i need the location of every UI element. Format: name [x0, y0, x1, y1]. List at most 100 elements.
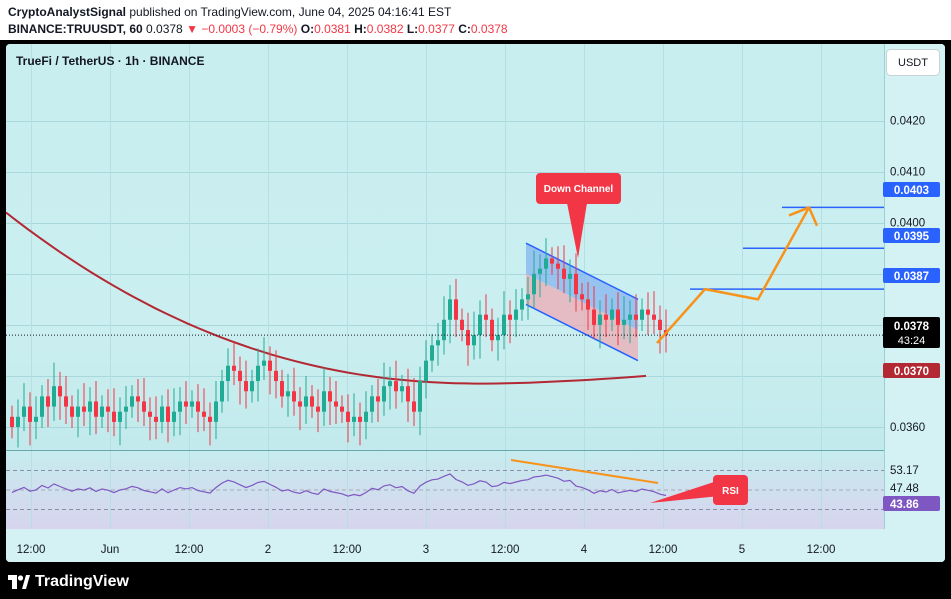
close-value: 0.0378	[470, 22, 508, 36]
candle-body-up	[34, 416, 38, 422]
candle-body-down	[616, 309, 620, 325]
candle-body-up	[568, 273, 572, 279]
level-0387-badge	[883, 268, 940, 283]
down-channel-badge	[536, 173, 621, 204]
candle-body-up	[538, 268, 542, 274]
candle-body-down	[238, 370, 242, 382]
candle-body-down	[82, 406, 86, 412]
low-value: 0.0377	[418, 22, 455, 36]
level-0403-badge	[883, 182, 940, 197]
candle-body-up	[286, 391, 290, 397]
change-value: −0.0003 (−0.79%)	[201, 22, 298, 36]
candle-body-up	[388, 381, 392, 387]
price-tick-label: 0.0400	[890, 218, 925, 230]
candle-body-up	[16, 416, 20, 428]
candle-body-up	[352, 416, 356, 422]
tradingview-brand: TradingView	[35, 573, 129, 590]
price-chart[interactable]: Down Channel RSI TrueFi / TetherUS · 1h …	[6, 44, 945, 562]
high-label: H:	[354, 22, 367, 36]
candle-body-up	[382, 386, 386, 402]
currency-label[interactable]: USDT	[898, 57, 928, 69]
grid-lines	[6, 44, 884, 529]
candlesticks	[10, 238, 668, 448]
candle-body-down	[358, 416, 362, 422]
down-channel-pointer	[567, 203, 587, 258]
candle-body-down	[652, 314, 656, 320]
time-tick-label: 12:00	[491, 544, 520, 556]
candle-body-up	[598, 314, 602, 325]
candle-body-up	[442, 319, 446, 341]
candle-body-down	[562, 268, 566, 279]
candle-body-up	[220, 381, 224, 402]
rsi-text: RSI	[722, 486, 739, 497]
footer: TradingView	[0, 566, 951, 599]
candle-body-down	[244, 381, 248, 392]
time-axis-background	[6, 529, 945, 562]
rsi-current-label: 43.86	[890, 499, 919, 511]
candle-body-up	[418, 381, 422, 412]
candle-body-up	[124, 406, 128, 412]
candle-body-down	[346, 411, 350, 422]
symbol-interval: BINANCE:TRUUSDT, 60	[8, 22, 143, 36]
candle-body-up	[526, 294, 530, 300]
candle-body-down	[310, 396, 314, 407]
price-badges: 0.0403 0.0395 0.0387 0.0378 43:24 0.0370	[883, 182, 940, 378]
candle-body-down	[136, 396, 140, 402]
last-price-text: 0.0378	[894, 321, 930, 333]
publish-line: CryptoAnalystSignal published on Trading…	[8, 5, 451, 19]
forecast-line	[656, 206, 819, 344]
candle-body-down	[580, 294, 584, 300]
candle-body-down	[208, 416, 212, 422]
candle-body-up	[40, 396, 44, 417]
candle-body-down	[406, 386, 410, 402]
candle-body-down	[10, 416, 14, 428]
forecast-arrowhead	[788, 206, 810, 217]
candle-body-up	[544, 258, 548, 269]
channel-lower-line	[525, 303, 639, 362]
candle-body-down	[142, 401, 146, 412]
tradingview-logo[interactable]: TradingView	[8, 573, 129, 591]
candle-body-down	[316, 406, 320, 412]
candle-body-up	[178, 401, 182, 412]
candle-body-down	[148, 411, 152, 417]
candle-body-up	[256, 365, 260, 382]
time-tick-label: 12:00	[807, 544, 836, 556]
time-tick-label: 2	[265, 544, 271, 556]
candle-body-down	[196, 401, 200, 412]
rsi-mid-label: 47.48	[890, 483, 919, 495]
time-tick-label: 4	[581, 544, 588, 556]
chart-legend: TrueFi / TetherUS · 1h · BINANCE	[16, 54, 204, 68]
last-price-badge	[883, 317, 940, 348]
candle-body-up	[400, 386, 404, 392]
currency-button-frame[interactable]	[886, 49, 940, 76]
candle-body-up	[622, 319, 626, 325]
candle-body-up	[52, 386, 56, 407]
candle-body-down	[634, 314, 638, 320]
candle-body-down	[658, 319, 662, 330]
candle-body-down	[166, 406, 170, 422]
currency-button[interactable]: USDT	[886, 49, 940, 76]
price-tick-label: 0.0410	[890, 167, 925, 179]
candle-body-down	[46, 396, 50, 407]
candle-body-up	[424, 360, 428, 382]
price-axis-background	[884, 44, 945, 529]
candle-body-down	[184, 401, 188, 407]
candle-body-up	[22, 406, 26, 417]
candle-body-up	[76, 406, 80, 417]
horizontal-levels	[690, 206, 884, 290]
candle-body-up	[160, 406, 164, 422]
candle-body-up	[514, 309, 518, 320]
last-value: 0.0378	[146, 22, 183, 36]
level-0395-badge	[883, 228, 940, 243]
high-value: 0.0382	[366, 22, 404, 36]
author-name[interactable]: CryptoAnalystSignal	[8, 5, 127, 19]
time-tick-label: 3	[423, 544, 429, 556]
candle-body-down	[298, 401, 302, 407]
down-arrow-icon: ▼	[186, 22, 198, 36]
candle-body-down	[280, 381, 284, 397]
chart-area[interactable]: Down Channel RSI TrueFi / TetherUS · 1h …	[6, 44, 945, 562]
close-label: C:	[458, 22, 471, 36]
candle-body-down	[508, 314, 512, 320]
candle-body-up	[100, 406, 104, 417]
candle-body-down	[412, 401, 416, 412]
